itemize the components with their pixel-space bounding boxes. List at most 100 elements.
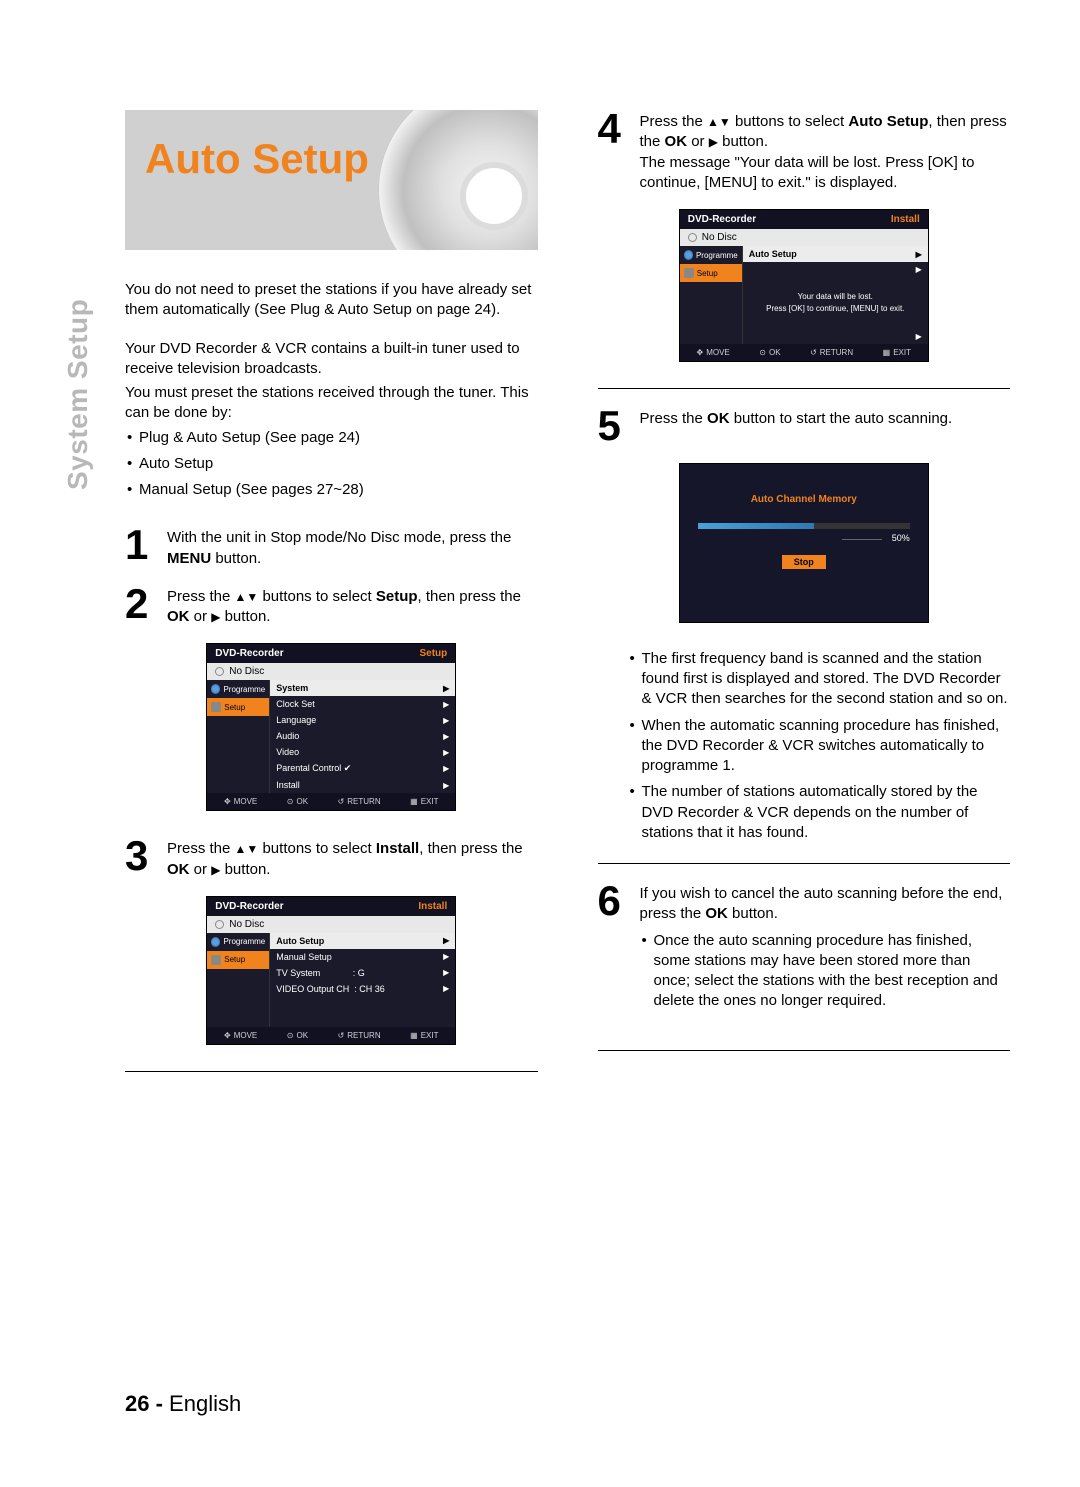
step-3: 3 Press the ▲▼ buttons to select Install… — [125, 837, 538, 880]
osd-foot-ok: ⊙ OK — [287, 797, 308, 806]
osd-item: VIDEO Output CH : CH 36▶ — [270, 981, 455, 997]
t: Press the — [640, 113, 708, 130]
t: System — [276, 683, 308, 693]
t: : G — [353, 968, 365, 978]
chevron-right-icon: ▶ — [443, 781, 449, 790]
osd-device: DVD-Recorder — [215, 901, 283, 912]
chevron-right-icon: ▶ — [443, 748, 449, 757]
chevron-right-icon: ▶ — [443, 968, 449, 977]
osd-scan-title: Auto Channel Memory — [698, 494, 910, 505]
osd-item: Language ▶ — [270, 712, 455, 728]
osd-foot-move: ✥ MOVE — [224, 797, 257, 806]
osd-header: DVD-Recorder Install — [207, 897, 455, 916]
up-down-arrows-icon: ▲▼ — [707, 115, 731, 129]
after-scan-bullets: The first frequency band is scanned and … — [598, 649, 1011, 843]
osd-spacer: ▶ — [743, 262, 928, 277]
osd-item: Install▶ — [270, 777, 455, 793]
osd-footer: ✥ MOVE ⊙ OK ↺ RETURN ▦ EXIT — [207, 793, 455, 810]
right-column: 4 Press the ▲▼ buttons to select Auto Se… — [598, 110, 1011, 1090]
t: OK — [167, 608, 190, 625]
t: buttons to select — [258, 588, 376, 605]
intro-bullets: Plug & Auto Setup (See page 24) Auto Set… — [125, 428, 538, 501]
step-number: 6 — [598, 882, 628, 1032]
t: Setup — [224, 955, 245, 964]
step-5: 5 Press the OK button to start the auto … — [598, 407, 1011, 445]
t: buttons to select — [258, 840, 376, 857]
osd-scan-stop-button: Stop — [782, 555, 826, 569]
t: or — [687, 133, 709, 150]
t: Auto Setup — [848, 113, 928, 130]
osd-foot-return: ↺ RETURN — [338, 1031, 381, 1040]
disc-graphic — [378, 110, 538, 250]
t: Press the — [640, 410, 708, 427]
osd-item: Audio▶ — [270, 728, 455, 744]
intro-p3: You must preset the stations received th… — [125, 383, 538, 424]
osd-foot-ok: ⊙ OK — [759, 348, 780, 357]
osd-main: Auto Setup ▶ Manual Setup▶ TV System : G ▶… — [269, 933, 455, 1027]
osd-main: System▶ Clock Set▶ Language▶ Audio▶ Vide… — [269, 680, 455, 793]
osd-spacer: ▶ — [743, 329, 928, 344]
osd-mode: Setup — [419, 648, 447, 659]
step-text: Press the ▲▼ buttons to select Install, … — [167, 837, 538, 880]
chevron-right-icon: ▶ — [443, 716, 449, 725]
osd-mode: Install — [891, 214, 920, 225]
t: Auto Setup — [276, 936, 324, 946]
step-1: 1 With the unit in Stop mode/No Disc mod… — [125, 526, 538, 569]
step-2: 2 Press the ▲▼ buttons to select Setup, … — [125, 585, 538, 628]
osd-item: Manual Setup▶ — [270, 949, 455, 965]
t: OK — [705, 905, 728, 922]
step-text: Press the ▲▼ buttons to select Auto Setu… — [640, 110, 1011, 193]
chevron-right-icon: ▶ — [443, 984, 449, 993]
step-text: With the unit in Stop mode/No Disc mode,… — [167, 526, 538, 569]
t: Audio — [276, 731, 299, 741]
page-title: Auto Setup — [145, 135, 369, 183]
chevron-right-icon: ▶ — [443, 936, 449, 945]
intro-p2: Your DVD Recorder & VCR contains a built… — [125, 339, 538, 380]
bullet: When the automatic scanning procedure ha… — [628, 716, 1011, 777]
osd-mode: Install — [418, 901, 447, 912]
up-down-arrows-icon: ▲▼ — [235, 842, 259, 856]
osd-main: Auto Setup▶ ▶ Your data will be lost. Pr… — [742, 246, 928, 344]
t: Language — [276, 715, 316, 725]
play-arrow-icon: ▶ — [709, 135, 718, 149]
t: TV System — [276, 968, 320, 978]
t: Setup — [376, 588, 418, 605]
t: button. — [220, 861, 270, 878]
osd-side-programme: Programme — [680, 246, 742, 264]
osd-side-programme: Programme — [207, 933, 269, 951]
step-text: Press the OK button to start the auto sc… — [640, 407, 953, 445]
osd-side-setup: Setup — [680, 264, 742, 282]
t: button. — [728, 905, 778, 922]
gear-icon — [684, 268, 694, 278]
step-4: 4 Press the ▲▼ buttons to select Auto Se… — [598, 110, 1011, 193]
disc-icon — [688, 233, 697, 242]
globe-icon — [211, 684, 220, 694]
osd-foot-move: ✥ MOVE — [697, 348, 730, 357]
up-down-arrows-icon: ▲▼ — [235, 590, 259, 604]
left-column: Auto Setup You do not need to preset the… — [70, 110, 538, 1090]
osd-body: Programme Setup Auto Setup▶ ▶ Your data … — [680, 246, 928, 344]
gear-icon — [211, 955, 221, 965]
step-text: Press the ▲▼ buttons to select Setup, th… — [167, 585, 538, 628]
osd-foot-exit: ▦ EXIT — [410, 797, 438, 806]
t: The message "Your data will be lost. Pre… — [640, 154, 975, 191]
t: Parental Control ✔ — [276, 763, 351, 774]
osd-nodisc: No Disc — [207, 916, 455, 933]
t: button. — [718, 133, 768, 150]
chevron-right-icon: ▶ — [443, 952, 449, 961]
osd-item: Auto Setup ▶ — [743, 246, 928, 262]
osd-screenshot-install: DVD-Recorder Install No Disc Programme S… — [206, 896, 456, 1045]
step-text: If you wish to cancel the auto scanning … — [640, 882, 1011, 1032]
t: , then press the — [419, 840, 522, 857]
t: MENU — [167, 550, 211, 567]
t: button. — [211, 550, 261, 567]
t: Auto Setup — [749, 249, 797, 259]
t: , then press the — [418, 588, 521, 605]
intro-p1: You do not need to preset the stations i… — [125, 280, 538, 321]
step-number: 5 — [598, 407, 628, 445]
globe-icon — [684, 250, 693, 260]
chevron-right-icon: ▶ — [916, 250, 922, 259]
osd-footer: ✥ MOVE ⊙ OK ↺ RETURN ▦ EXIT — [680, 344, 928, 361]
disc-icon — [215, 920, 224, 929]
t: Programme — [696, 251, 738, 260]
